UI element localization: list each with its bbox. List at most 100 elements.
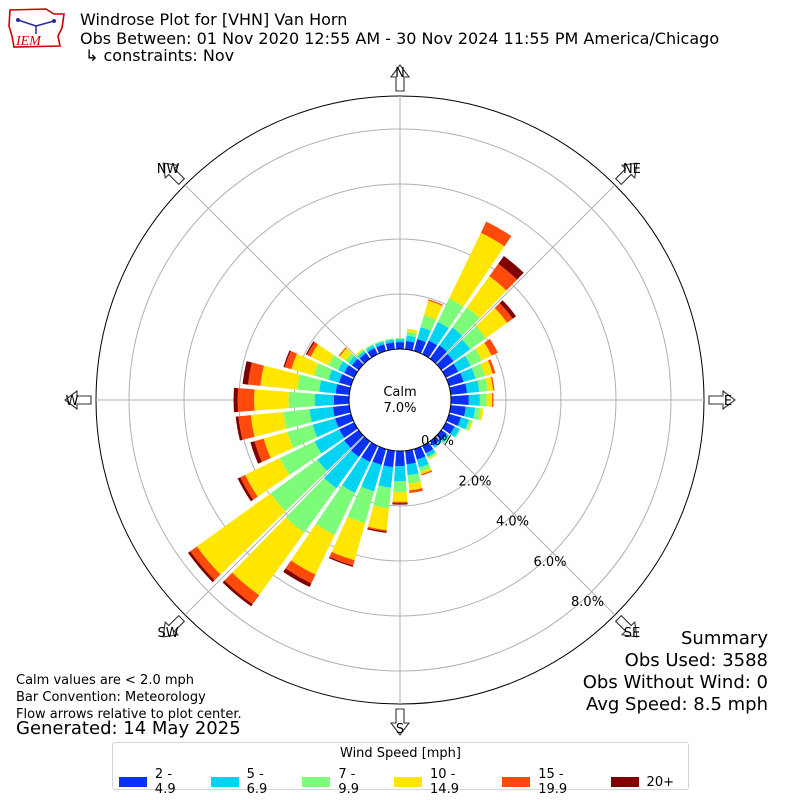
windrose-bar-segment bbox=[419, 464, 431, 472]
windrose-bar-segment bbox=[425, 449, 436, 458]
direction-label: SE bbox=[624, 626, 640, 641]
windrose-bar-segment bbox=[467, 420, 473, 432]
windrose-bar-segment bbox=[405, 449, 416, 465]
windrose-bar-segment bbox=[339, 348, 352, 361]
flow-arrow-icon bbox=[162, 162, 186, 186]
windrose-bar-segment bbox=[190, 546, 221, 581]
windrose-bar-segment bbox=[361, 442, 378, 463]
windrose-bar-segment bbox=[351, 436, 371, 457]
windrose-bar-segment bbox=[406, 328, 418, 334]
windrose-bar-segment bbox=[378, 465, 394, 488]
direction-label: SW bbox=[158, 626, 179, 641]
windrose-bar-segment bbox=[471, 363, 485, 379]
windrose-bar-segment bbox=[447, 339, 471, 362]
flow-arrow-icon bbox=[614, 614, 638, 638]
windrose-bar-segment bbox=[283, 350, 291, 368]
windrose-bar-segment bbox=[480, 221, 512, 247]
grid-spoke bbox=[435, 435, 616, 616]
windrose-bar-segment bbox=[423, 300, 443, 320]
windrose-bar-segment bbox=[250, 441, 262, 464]
windrose-bar-segment bbox=[475, 342, 492, 361]
windrose-bar-segment bbox=[413, 446, 426, 460]
windrose-bar-segment bbox=[341, 456, 371, 493]
windrose-bar-segment bbox=[373, 485, 392, 509]
windrose-bar-segment bbox=[245, 458, 290, 497]
windrose-bar-segment bbox=[450, 426, 460, 438]
windrose-bar-segment bbox=[465, 380, 480, 394]
windrose-bar-segment bbox=[473, 407, 481, 420]
windrose-bar-segment bbox=[485, 377, 494, 392]
chart-labels: 0.0% 2.0% 4.0% 6.0% 8.0% N NE E SE S SW W NW bbox=[66, 66, 733, 737]
obs-range: Obs Between: 01 Nov 2020 12:55 AM - 30 N… bbox=[80, 29, 720, 48]
windrose-bar-segment bbox=[339, 422, 358, 438]
windrose-bar-segment bbox=[494, 303, 513, 323]
windrose-bar-segment bbox=[337, 361, 349, 374]
windrose-bar-segment bbox=[356, 349, 365, 357]
windrose-bar-segment bbox=[428, 299, 443, 306]
windrose-bar-segment bbox=[478, 408, 484, 421]
calm-value: 7.0% bbox=[383, 401, 416, 416]
windrose-bar-segment bbox=[222, 580, 253, 607]
windrose-bar-segment bbox=[409, 488, 423, 494]
windrose-bar-segment bbox=[309, 406, 335, 423]
windrose-bar-segment bbox=[487, 359, 496, 374]
windrose-bar-segment bbox=[436, 429, 447, 441]
bar-convention-note: Bar Convention: Meteorology bbox=[16, 690, 206, 705]
windrose-bar-segment bbox=[384, 338, 394, 342]
windrose-bar-segment bbox=[361, 461, 382, 492]
windrose-bar-segment bbox=[477, 378, 488, 392]
windrose-bar-segment bbox=[442, 422, 455, 435]
windrose-bar-segment bbox=[357, 350, 367, 359]
windrose-bar-segment bbox=[248, 362, 264, 386]
windrose-bar-segment bbox=[314, 393, 335, 407]
windrose-bar-segment bbox=[466, 276, 507, 319]
legend-swatch bbox=[502, 777, 531, 787]
grid-spoke bbox=[184, 184, 365, 365]
constraints: ↳ constraints: Nov bbox=[85, 46, 235, 65]
direction-label: S bbox=[396, 722, 404, 737]
windrose-bar-segment bbox=[450, 394, 469, 406]
windrose-bar-segment bbox=[464, 348, 482, 366]
summary-title: Summary bbox=[681, 628, 768, 649]
direction-label: NE bbox=[623, 162, 641, 177]
windrose-bar-segment bbox=[405, 341, 415, 351]
windrose-bar-segment bbox=[429, 345, 448, 364]
windrose-bar-segment bbox=[344, 429, 364, 449]
legend-label: 5 - 6.9 bbox=[246, 767, 268, 797]
windrose-bar-segment bbox=[499, 300, 517, 319]
legend-label: 20+ bbox=[646, 774, 674, 790]
windrose-bar-segment bbox=[395, 450, 405, 467]
radial-tick-label: 8.0% bbox=[571, 595, 604, 610]
windrose-bar-segment bbox=[405, 335, 416, 343]
windrose-bar-segment bbox=[420, 470, 433, 476]
direction-label: W bbox=[66, 394, 79, 409]
windrose-bar-segment bbox=[290, 524, 335, 575]
legend-swatch bbox=[610, 777, 639, 787]
radial-tick-label: 0.0% bbox=[421, 434, 454, 449]
flow-arrows-note: Flow arrows relative to plot center. bbox=[16, 707, 242, 722]
windrose-bar-segment bbox=[288, 391, 315, 409]
windrose-bar-segment bbox=[307, 341, 319, 357]
windrose-bar-segment bbox=[240, 474, 258, 500]
windrose-bar-segment bbox=[297, 374, 322, 392]
windrose-bar-segment bbox=[395, 342, 405, 350]
legend-swatch bbox=[119, 777, 147, 787]
flow-arrow-icon bbox=[162, 614, 186, 638]
windrose-bar-segment bbox=[374, 340, 384, 345]
logo-text: IEM bbox=[15, 34, 42, 49]
calm-label: Calm bbox=[383, 385, 416, 400]
windrose-bar-segment bbox=[319, 380, 338, 394]
windrose-bar-segment bbox=[442, 363, 459, 378]
windrose-bar-segment bbox=[464, 406, 476, 419]
windrose-bar-segment bbox=[480, 360, 493, 377]
windrose-bar-segment bbox=[452, 307, 480, 336]
windrose-bars bbox=[188, 221, 524, 607]
windrose-bar-segment bbox=[392, 492, 408, 502]
windrose-bar-segment bbox=[188, 551, 215, 583]
windrose-bar-segment bbox=[314, 429, 345, 454]
windrose-bar-segment bbox=[408, 481, 423, 491]
windrose-bar-segment bbox=[416, 456, 429, 468]
windrose-bar-segment bbox=[465, 419, 472, 431]
windrose-bar-segment bbox=[457, 417, 469, 430]
windrose-bar-segment bbox=[263, 431, 294, 459]
